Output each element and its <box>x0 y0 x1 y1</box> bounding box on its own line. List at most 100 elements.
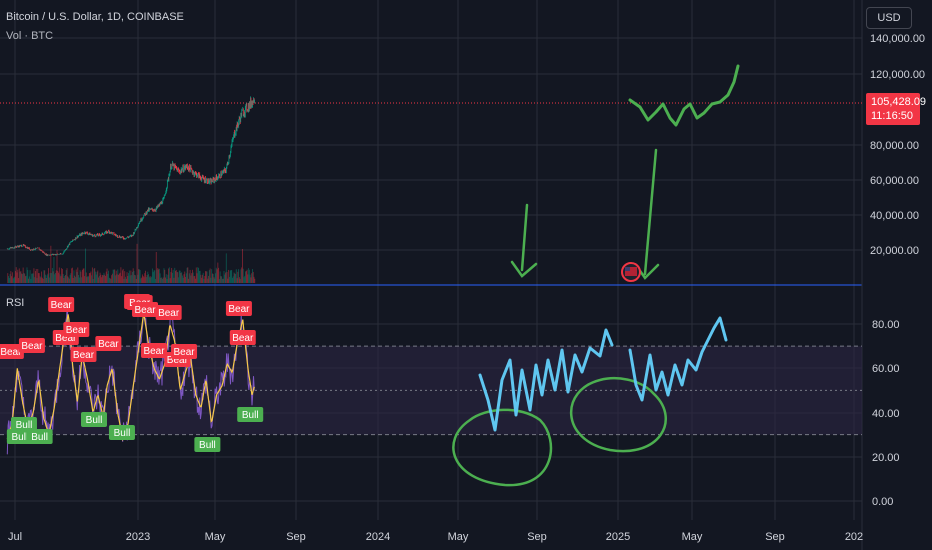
volume-bar <box>188 278 190 283</box>
volume-bar <box>135 278 137 283</box>
volume-bar <box>146 275 148 283</box>
volume-bar <box>175 269 177 283</box>
volume-bar <box>66 268 68 283</box>
volume-bar <box>158 269 160 283</box>
volume-bar <box>252 269 253 283</box>
volume-bar <box>151 276 153 283</box>
volume-bar <box>200 274 202 283</box>
price-axis[interactable]: 140,000.00 120,000.00 80,000.00 60,000.00 40… <box>870 33 925 508</box>
volume-bar <box>228 269 230 283</box>
volume-bar <box>217 262 219 283</box>
bull-label: Bull <box>10 417 37 432</box>
volume-bar <box>11 276 13 283</box>
volume-bar <box>138 269 140 283</box>
volume-bar <box>84 276 86 283</box>
volume-bar <box>225 253 227 283</box>
volume-bar <box>147 271 149 283</box>
volume-bar <box>253 276 255 283</box>
last-price-tag: 105,428.09 11:16:50 <box>866 93 926 125</box>
time-axis[interactable]: Jul 2023 May Sep 2024 May Sep 2025 May Sep 202 <box>8 531 863 543</box>
volume-bar <box>58 272 59 283</box>
volume-bar <box>15 267 17 283</box>
symbol-title[interactable]: Bitcoin / U.S. Dollar, 1D, COINBASE <box>6 11 184 23</box>
bear-label-text: Bear <box>232 333 254 344</box>
volume-bar <box>175 270 176 283</box>
volume-bar <box>205 271 207 283</box>
volume-bar <box>83 268 85 283</box>
volume-bar <box>198 268 200 283</box>
bear-label: Bear <box>132 302 159 317</box>
volume-bar <box>29 270 31 283</box>
volume-bar <box>226 272 228 283</box>
volume-bar <box>111 275 113 283</box>
volume-bar <box>162 277 164 283</box>
volume-bar <box>103 272 105 283</box>
bull-label-text: Bull <box>31 432 48 443</box>
rsi-tick-label: 20.00 <box>872 452 900 464</box>
volume-bar <box>219 271 221 283</box>
volume-bar <box>144 273 146 283</box>
volume-legend[interactable]: Vol · BTC <box>6 30 54 42</box>
volume-bar <box>165 277 166 283</box>
volume-bar <box>224 274 226 283</box>
volume-bar <box>118 273 120 283</box>
volume-bar <box>96 271 98 283</box>
volume-bar <box>71 267 73 283</box>
volume-bar <box>244 275 246 283</box>
volume-bar <box>187 267 189 283</box>
volume-bar <box>97 270 99 283</box>
volume-bar <box>153 270 155 283</box>
volume-bar <box>106 268 108 283</box>
volume-bar <box>114 269 116 283</box>
volume-bar <box>188 273 190 283</box>
volume-bar <box>157 267 159 283</box>
volume-bar <box>115 275 116 283</box>
volume-bar <box>122 268 124 283</box>
rsi-tick-label: 0.00 <box>872 496 893 508</box>
price-tick-label: 60,000.00 <box>870 175 919 187</box>
volume-bar <box>10 271 12 283</box>
volume-bar <box>76 271 78 283</box>
time-tick-label: Jul <box>8 531 22 543</box>
volume-bar <box>70 273 72 283</box>
rsi-tick-label: 80.00 <box>872 319 900 331</box>
currency-button[interactable]: USD <box>866 7 912 29</box>
bear-label-text: Bear <box>167 355 189 366</box>
volume-bar <box>212 273 214 283</box>
volume-bar <box>184 271 186 283</box>
volume-bar <box>59 274 61 283</box>
volume-bar <box>12 278 14 283</box>
volume-bar <box>13 277 15 283</box>
volume-bar <box>57 270 59 283</box>
rsi-legend[interactable]: RSI <box>6 297 25 309</box>
volume-bar <box>145 277 147 283</box>
volume-bar <box>222 278 224 283</box>
volume-bar <box>167 274 169 283</box>
time-tick-label: Sep <box>286 531 306 543</box>
arrow-drawing <box>510 203 538 278</box>
volume-bar <box>156 269 158 283</box>
bull-label-bg <box>26 429 53 444</box>
bear-label-text: Bear <box>134 305 156 316</box>
volume-bar <box>99 272 101 283</box>
volume-bar <box>234 273 236 283</box>
volume-bar <box>8 276 9 283</box>
volume-bar <box>208 275 210 283</box>
volume-bar <box>19 271 21 283</box>
volume-bar <box>108 270 110 283</box>
volume-bar <box>201 274 203 283</box>
volume-bar <box>252 271 254 283</box>
volume-bar <box>168 267 170 283</box>
bear-label-bg <box>95 336 122 351</box>
bear-label-bg <box>70 347 97 362</box>
bear-label: Bear <box>171 344 198 359</box>
volume-bar <box>160 277 162 283</box>
bear-label-bg <box>132 302 159 317</box>
volume-bar <box>195 267 197 283</box>
volume-bar <box>121 270 123 283</box>
volume-bar <box>199 270 201 283</box>
volume-bar <box>20 271 22 283</box>
volume-bar <box>86 277 88 283</box>
time-tick-label: 202 <box>845 531 863 543</box>
